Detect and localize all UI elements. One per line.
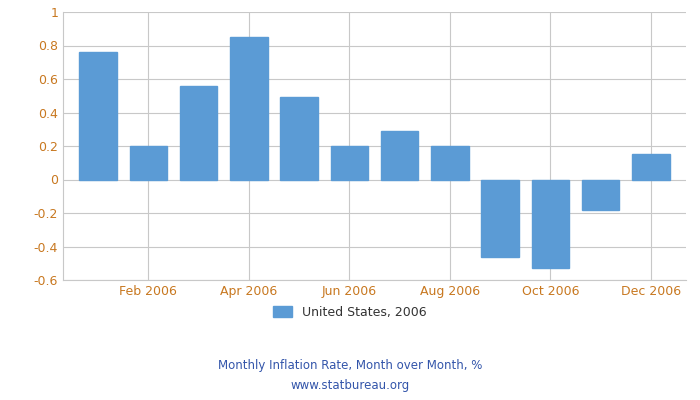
Bar bbox=[230, 37, 267, 180]
Bar bbox=[330, 146, 368, 180]
Text: Monthly Inflation Rate, Month over Month, %: Monthly Inflation Rate, Month over Month… bbox=[218, 360, 482, 372]
Bar bbox=[482, 180, 519, 256]
Bar bbox=[582, 180, 620, 210]
Text: www.statbureau.org: www.statbureau.org bbox=[290, 380, 410, 392]
Legend: United States, 2006: United States, 2006 bbox=[268, 301, 432, 324]
Bar bbox=[632, 154, 670, 180]
Bar bbox=[130, 146, 167, 180]
Bar bbox=[531, 180, 569, 268]
Bar bbox=[381, 131, 419, 180]
Bar bbox=[79, 52, 117, 180]
Bar bbox=[431, 146, 469, 180]
Bar bbox=[180, 86, 218, 180]
Bar bbox=[280, 98, 318, 180]
